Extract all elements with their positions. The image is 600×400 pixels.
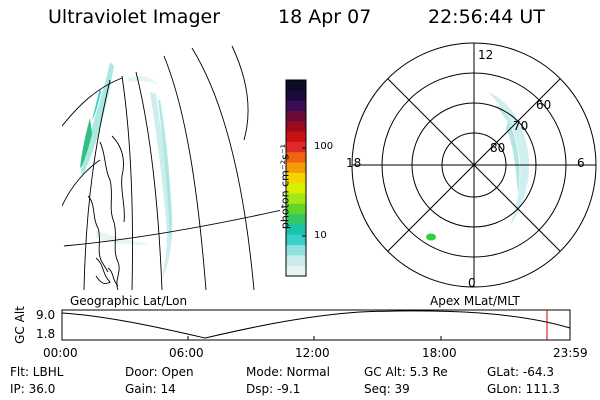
colorbar-band: [286, 255, 306, 267]
polar-plot: [351, 42, 597, 288]
colorbar-band: [286, 224, 306, 236]
time-tick-2359: 23:59: [553, 346, 588, 360]
gain-info: Gain: 14: [125, 382, 176, 396]
door-info: Door: Open: [125, 365, 194, 379]
altitude-plot-frame: [61, 309, 571, 341]
mode-info: Mode: Normal: [246, 365, 330, 379]
coastlines: [87, 135, 125, 290]
filter-info: Flt: LBHL: [10, 365, 64, 379]
aurora-emission-left: [80, 62, 173, 280]
glon-info: GLon: 111.3: [487, 382, 560, 396]
colorbar-tick-100: 100: [314, 141, 334, 152]
colorbar-band: [286, 203, 306, 215]
glat-info: GLat: -64.3: [487, 365, 554, 379]
time-tick-0600: 06:00: [169, 346, 204, 360]
colorbar-band: [286, 265, 306, 277]
colorbar-band: [286, 141, 306, 153]
instrument-title: Ultraviolet Imager: [48, 6, 221, 28]
colorbar-band: [286, 80, 306, 91]
time-tick-1800: 18:00: [422, 346, 457, 360]
colorbar-frame: [285, 79, 307, 277]
mlt-label-0: 0: [468, 276, 476, 290]
mlt-label-18: 18: [346, 156, 362, 170]
colorbar-band: [286, 183, 306, 195]
altitude-tick-1-8: 1.8: [36, 327, 56, 341]
colorbar-band: [286, 245, 306, 256]
geographic-map: [62, 45, 280, 290]
colorbar-tick-10: 10: [314, 230, 327, 241]
graticule: [62, 45, 280, 290]
altitude-curve: [61, 310, 571, 339]
aurora-emission-polar: [488, 92, 530, 226]
colorbar: [285, 79, 307, 277]
colorbar-band: [286, 131, 306, 143]
mlt-label-6: 6: [577, 156, 585, 170]
time-tick-0000: 00:00: [43, 346, 78, 360]
date-label: 18 Apr 07: [278, 6, 372, 28]
polar-diagonal-2: [387, 78, 561, 252]
colorbar-unit-label: photon cm⁻²s⁻¹: [278, 143, 292, 230]
colorbar-band: [286, 172, 306, 184]
lat-label-60: 60: [536, 98, 552, 112]
mlt-label-12: 12: [478, 48, 494, 62]
time-tick-1200: 12:00: [295, 346, 330, 360]
left-panel-label: Geographic Lat/Lon: [70, 294, 188, 308]
colorbar-band: [286, 162, 306, 174]
colorbar-band: [286, 214, 306, 226]
dsp-info: Dsp: -9.1: [246, 382, 301, 396]
altitude-plot: [61, 309, 571, 341]
colorbar-band: [286, 152, 306, 164]
lat-label-70: 70: [513, 119, 529, 133]
seq-info: Seq: 39: [364, 382, 410, 396]
altitude-axis-title: GC Alt: [13, 306, 27, 344]
altitude-tick-9: 9.0: [36, 308, 56, 322]
colorbar-band: [286, 121, 306, 133]
colorbar-band: [286, 100, 306, 112]
green-emission-spot: [426, 233, 436, 241]
ip-info: IP: 36.0: [10, 382, 56, 396]
time-label: 22:56:44 UT: [428, 6, 545, 28]
right-panel-label: Apex MLat/MLT: [430, 294, 520, 308]
colorbar-band: [286, 234, 306, 246]
lat-label-80: 80: [490, 141, 506, 155]
colorbar-band: [286, 90, 306, 102]
colorbar-band: [286, 110, 306, 122]
colorbar-band: [286, 193, 306, 205]
gc-alt-info: GC Alt: 5.3 Re: [364, 365, 448, 379]
